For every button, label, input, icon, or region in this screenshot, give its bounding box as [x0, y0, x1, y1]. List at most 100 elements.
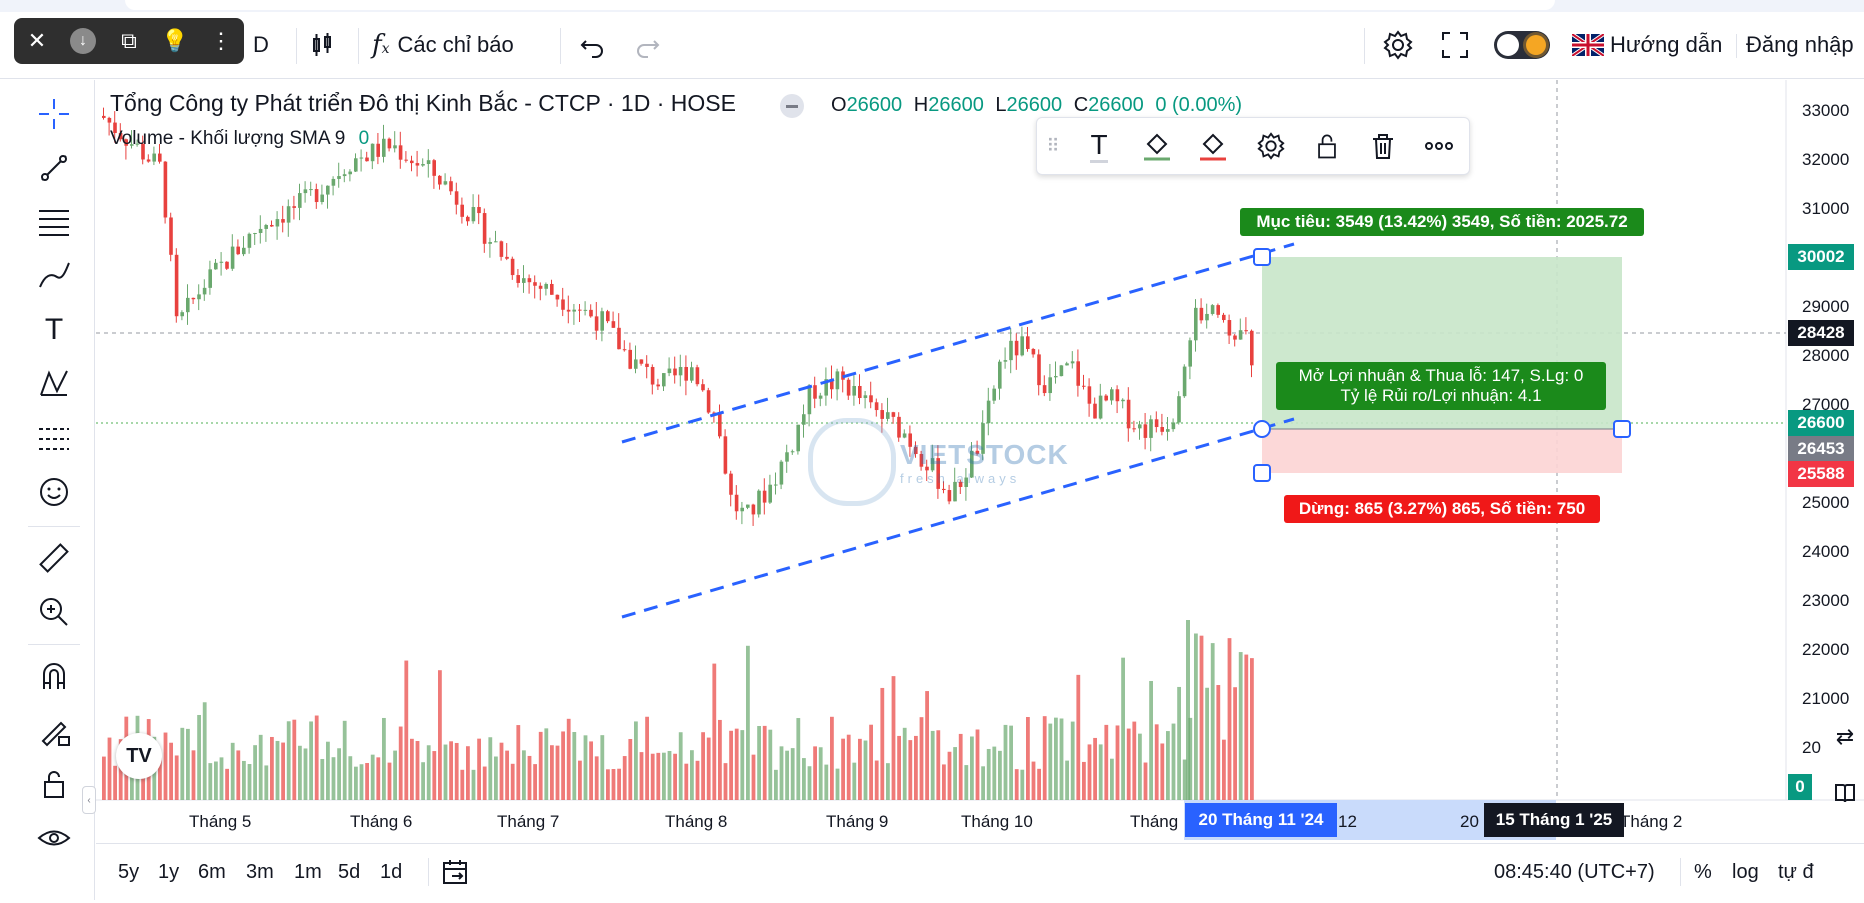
candle-body [202, 287, 207, 295]
range-3m[interactable]: 3m [246, 860, 274, 883]
chart-type-button[interactable] [308, 12, 336, 78]
pattern-icon[interactable] [34, 364, 74, 404]
lock-icon[interactable] [34, 764, 74, 804]
eye-icon[interactable] [34, 818, 74, 858]
magnet-icon[interactable] [34, 656, 74, 696]
fib-retracement-icon[interactable] [34, 202, 74, 242]
candle-body [830, 379, 834, 390]
drawing-settings-icon[interactable] [1251, 126, 1291, 166]
redo-button[interactable] [634, 12, 662, 78]
trash-icon[interactable] [1363, 126, 1403, 166]
help-link[interactable]: Hướng dẫn [1572, 12, 1722, 78]
candle-body [281, 219, 285, 223]
drag-handle-icon[interactable]: ⠿ [1046, 135, 1060, 156]
candle-body [438, 175, 442, 185]
more-vertical-icon[interactable]: ⋮ [210, 28, 232, 53]
collapse-legend-button[interactable] [780, 94, 804, 118]
range-6m[interactable]: 6m [198, 860, 226, 883]
volume-bar [230, 742, 235, 800]
fullscreen-button[interactable] [1440, 12, 1470, 78]
volume-legend[interactable]: Volume - Khối lượng SMA 9 0 [110, 128, 369, 150]
candle-body [404, 159, 408, 161]
copy-window-icon[interactable]: ⧉ [121, 28, 137, 53]
tradingview-logo[interactable]: TV [116, 733, 162, 779]
prediction-icon[interactable] [34, 418, 74, 458]
price-tag: 26600 [1788, 410, 1854, 436]
open-pl-line1: Mở Lợi nhuận & Thua lỗ: 147, S.Lg: 0 [1298, 366, 1584, 385]
ruler-icon[interactable] [34, 538, 74, 578]
zoom-in-icon[interactable] [34, 592, 74, 632]
log-toggle[interactable]: log [1732, 860, 1759, 883]
volume-bar [298, 745, 302, 800]
candle-body [510, 258, 515, 276]
percent-toggle[interactable]: % [1694, 860, 1712, 883]
candle-body [544, 283, 548, 289]
candle-body [264, 224, 268, 229]
volume-bar [785, 750, 789, 800]
lock-drawing-icon[interactable] [34, 710, 74, 750]
candle-body [141, 143, 145, 160]
download-icon[interactable]: ↓ [60, 18, 106, 64]
candle-body [914, 446, 918, 455]
volume-bar [998, 750, 1002, 800]
low-value: 26600 [1006, 94, 1063, 116]
volume-bar [236, 750, 241, 800]
collapse-sidebar-handle[interactable]: ‹ [82, 786, 96, 814]
candle-body [617, 327, 621, 350]
drawings [621, 242, 1631, 619]
change-value: 0 (0.00%) [1155, 94, 1243, 116]
candle-body [936, 458, 940, 489]
fill-red-icon[interactable] [1193, 126, 1233, 166]
candle-body [1210, 305, 1215, 314]
volume-bar [964, 765, 969, 800]
undo-button[interactable] [578, 12, 606, 78]
crosshair-icon[interactable] [34, 94, 74, 134]
clock[interactable]: 08:45:40 (UTC+7) [1494, 860, 1655, 883]
candle-body [320, 194, 324, 203]
volume-bar [225, 768, 229, 800]
brush-icon[interactable] [34, 256, 74, 296]
candle-body [1166, 429, 1170, 432]
fill-green-icon[interactable] [1137, 126, 1177, 166]
interval-button[interactable]: D [253, 12, 269, 78]
emoji-icon[interactable] [34, 472, 74, 512]
login-link[interactable]: Đăng nhập [1746, 12, 1854, 78]
range-5y[interactable]: 5y [118, 860, 140, 883]
go-to-date-button[interactable] [440, 844, 470, 900]
range-1y[interactable]: 1y [158, 860, 180, 883]
price-tag: 28428 [1788, 320, 1854, 346]
time-label: 20 [1460, 812, 1479, 831]
book-icon[interactable] [1826, 774, 1864, 812]
indicators-button[interactable]: fx Các chỉ báo [372, 12, 514, 78]
text-tool-icon[interactable]: T [44, 313, 64, 346]
volume-bar [813, 746, 817, 800]
unlock-icon[interactable] [1307, 126, 1347, 166]
theme-toggle[interactable] [1494, 12, 1550, 78]
range-5d[interactable]: 5d [338, 860, 361, 883]
auto-toggle[interactable]: tự đ [1778, 860, 1814, 883]
swap-icon[interactable]: ⇄ [1835, 724, 1855, 749]
volume-bar [757, 726, 761, 800]
divider [28, 644, 80, 645]
volume-bar [992, 746, 997, 800]
price-tick: 24000 [1802, 542, 1850, 561]
volume-bar [1121, 657, 1125, 800]
volume-bar [1070, 721, 1075, 800]
time-label: Tháng [1130, 812, 1179, 831]
close-icon[interactable]: ✕ [27, 28, 47, 53]
range-1m[interactable]: 1m [294, 860, 322, 883]
candle-body [701, 384, 705, 391]
volume-bar [1048, 723, 1053, 800]
volume-bar [662, 752, 666, 800]
settings-button[interactable] [1382, 12, 1414, 78]
candle-body [1087, 386, 1092, 404]
text-color-icon[interactable]: T [1079, 126, 1119, 166]
volume-bar [359, 764, 364, 800]
range-1d[interactable]: 1d [380, 860, 403, 883]
volume-bar [886, 763, 890, 800]
more-horizontal-icon[interactable] [1419, 126, 1459, 166]
symbol-title[interactable]: Tổng Công ty Phát triển Đô thị Kinh Bắc … [110, 90, 736, 116]
trend-line-icon[interactable] [34, 148, 74, 188]
lightbulb-icon[interactable]: 💡 [161, 28, 189, 53]
